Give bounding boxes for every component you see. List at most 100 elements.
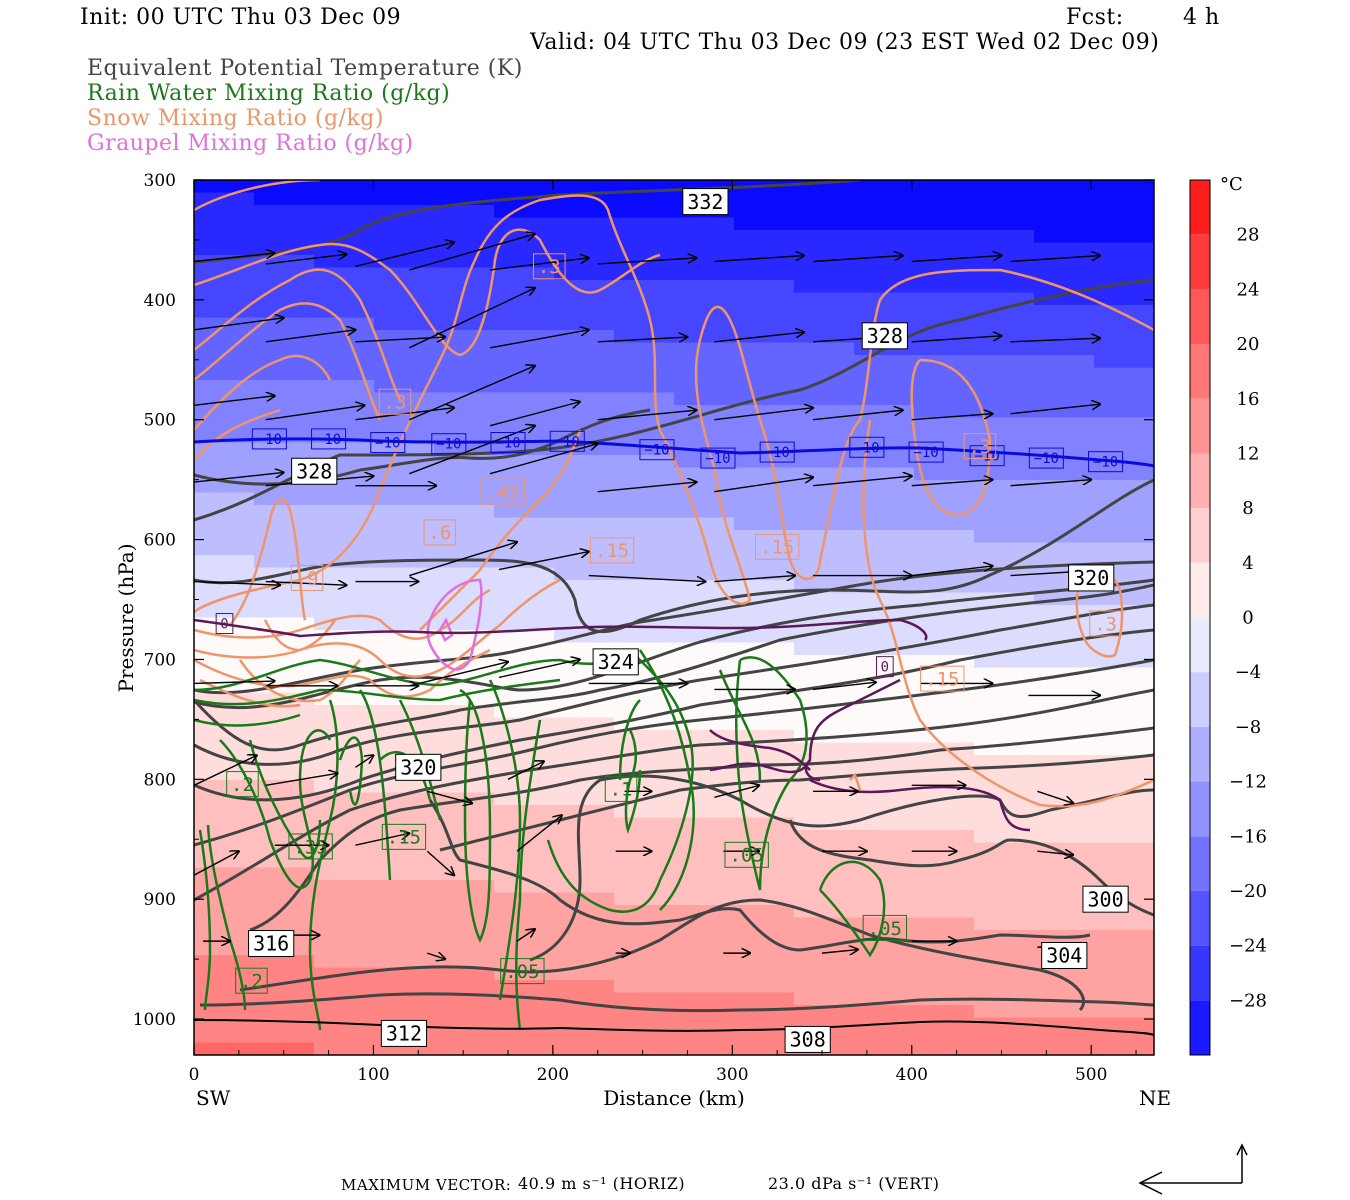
wind-vector (489, 402, 580, 427)
temp-band (1094, 680, 1154, 694)
snow-label: .45 (480, 478, 525, 505)
temp-band (554, 867, 615, 881)
temp-band (194, 1042, 255, 1055)
wind-vector (427, 790, 472, 803)
wind-vector (194, 851, 239, 876)
temp-band (314, 655, 375, 669)
wind-vector (489, 330, 589, 349)
colorbar-label: 8 (1242, 498, 1253, 519)
wind-vector (265, 582, 347, 586)
temp-band (614, 692, 675, 706)
temp-band (194, 955, 255, 969)
temp-minus10-label: −10 (490, 432, 526, 453)
temp-band (314, 355, 375, 369)
temp-band (734, 880, 795, 894)
temp-band (614, 742, 675, 756)
temp-band (914, 405, 975, 419)
temp-band (434, 492, 495, 506)
legend-rain: Rain Water Mixing Ratio (g/kg) (87, 81, 451, 106)
temp-band (674, 630, 735, 644)
wind-vector (355, 408, 454, 421)
temp-band (434, 555, 495, 569)
temp-band (974, 892, 1035, 906)
temp-band (974, 367, 1035, 381)
temp-band (1034, 1030, 1095, 1044)
legend-theta-e: Equivalent Potential Temperature (K) (87, 56, 523, 81)
temp-band (854, 592, 915, 606)
temp-band (854, 180, 915, 194)
temp-band (914, 1005, 975, 1019)
wind-vector (911, 256, 1002, 263)
temp-band (374, 467, 435, 481)
temp-band (614, 505, 675, 519)
temp-band (1034, 705, 1095, 719)
temp-minus10-label: −10 (969, 445, 1005, 467)
snow-contours (194, 180, 1154, 808)
temp-band (974, 542, 1035, 556)
colorbar-swatch (1190, 726, 1210, 782)
temp-band (314, 217, 375, 231)
temp-band (674, 842, 735, 856)
temp-band (734, 1005, 795, 1019)
temp-band (1034, 805, 1095, 819)
temp-band (494, 842, 555, 856)
temp-band (974, 655, 1035, 669)
temp-band (1034, 405, 1095, 419)
svg-text:.1: .1 (610, 779, 633, 801)
temp-band (974, 942, 1035, 956)
temp-band (974, 980, 1035, 994)
temp-band (794, 692, 855, 706)
temp-band (494, 242, 555, 256)
temp-band (434, 205, 495, 219)
temp-band (734, 467, 795, 481)
temp-band (194, 942, 255, 956)
temp-band (554, 217, 615, 231)
temp-band (974, 505, 1035, 519)
temp-band (854, 292, 915, 306)
wind-vector (409, 426, 535, 475)
theta-e-label: 304 (1041, 942, 1088, 970)
temp-band (1094, 955, 1154, 969)
temp-band (674, 680, 735, 694)
temp-band (374, 517, 435, 531)
temp-band (314, 292, 375, 306)
temp-band (914, 430, 975, 444)
temp-0-label: 0 (215, 612, 234, 634)
temp-band (1034, 517, 1095, 531)
temp-band (494, 1030, 555, 1044)
temp-band (794, 292, 855, 306)
temp-band (974, 492, 1035, 506)
temp-band (1094, 667, 1154, 681)
temp-band (434, 642, 495, 656)
temp-band (554, 467, 615, 481)
wind-vector (194, 582, 280, 586)
temp-band (554, 180, 615, 194)
wind-vector (409, 366, 535, 421)
temp-band (434, 417, 495, 431)
temp-band (1034, 492, 1095, 506)
snow-contour-right-lobe (862, 419, 1154, 808)
temp-band (974, 692, 1035, 706)
wind-vector (409, 662, 508, 687)
temp-band (374, 380, 435, 394)
temp-band (1034, 905, 1095, 919)
y-tick-label: 500 (144, 411, 176, 431)
temp-band (974, 730, 1035, 744)
temp-band (374, 942, 435, 956)
temp-band (254, 392, 315, 406)
colorbar-frame (1189, 179, 1211, 1056)
temp-band (674, 292, 735, 306)
temp-band (314, 530, 375, 544)
temp-band (314, 930, 375, 944)
temp-band (314, 417, 375, 431)
temp-band (1094, 917, 1154, 931)
temp-band (674, 930, 735, 944)
temp-band (1034, 980, 1095, 994)
temp-band (614, 217, 675, 231)
theta-e-label: 320 (1068, 564, 1115, 592)
temp-band (854, 267, 915, 281)
theta-e-328-upper-contour (194, 278, 1154, 522)
temp-band (1094, 655, 1154, 669)
temp-band (1094, 542, 1154, 556)
temp-minus10-label: −10 (251, 428, 287, 450)
